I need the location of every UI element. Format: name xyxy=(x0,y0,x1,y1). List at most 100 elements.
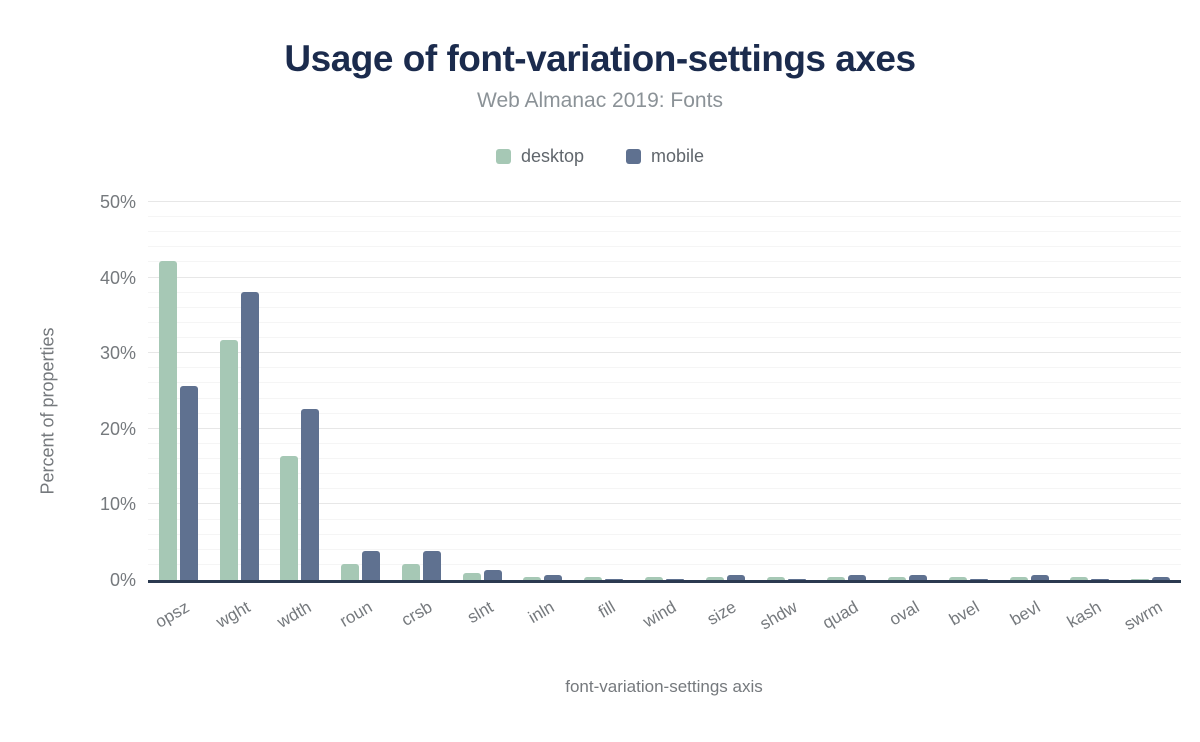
gridline-minor xyxy=(148,518,1181,520)
bar-group-fill xyxy=(573,202,634,580)
gridline-minor xyxy=(148,337,1181,339)
legend: desktop mobile xyxy=(0,146,1200,167)
bar-group-wdth xyxy=(270,202,331,580)
bar-desktop-kash[interactable] xyxy=(1070,577,1089,580)
legend-label-mobile: mobile xyxy=(651,146,705,166)
page-subtitle: Web Almanac 2019: Fonts xyxy=(477,89,723,112)
x-tick-label-kash: kash xyxy=(1063,597,1105,632)
gridline-minor xyxy=(148,306,1181,308)
bar-mobile-shdw[interactable] xyxy=(787,579,806,580)
gridline-major xyxy=(148,427,1181,429)
gridline-minor xyxy=(148,382,1181,384)
bar-mobile-crsb[interactable] xyxy=(422,550,441,580)
bar-group-oval xyxy=(877,202,938,580)
x-tick-label-crsb: crsb xyxy=(398,597,436,630)
x-tick-label-oval: oval xyxy=(885,597,923,630)
bar-desktop-bevl[interactable] xyxy=(1009,577,1028,580)
y-axis-title: Percent of properties xyxy=(37,327,58,495)
x-tick-label-quad: quad xyxy=(819,597,862,633)
gridline-minor xyxy=(148,246,1181,248)
gridline-minor xyxy=(148,488,1181,490)
bar-mobile-bevl[interactable] xyxy=(1030,575,1049,580)
x-tick-label-wght: wght xyxy=(213,597,254,632)
legend-item-desktop: desktop xyxy=(495,146,584,167)
gridline-major xyxy=(148,503,1181,505)
bar-group-bvel xyxy=(938,202,999,580)
bar-desktop-bvel[interactable] xyxy=(948,577,967,580)
page-title: Usage of font-variation-settings axes xyxy=(284,38,916,79)
bar-mobile-inln[interactable] xyxy=(544,575,563,580)
bar-group-swrm xyxy=(1120,202,1181,580)
bar-group-slnt xyxy=(452,202,513,580)
y-tick-label: 0% xyxy=(109,570,136,590)
bar-desktop-size[interactable] xyxy=(705,577,724,580)
bar-desktop-fill[interactable] xyxy=(584,577,603,580)
bar-mobile-kash[interactable] xyxy=(1091,579,1110,580)
bar-desktop-roun[interactable] xyxy=(341,564,360,580)
x-tick-label-size: size xyxy=(704,597,740,629)
bar-group-wght xyxy=(209,202,270,580)
bar-mobile-oval[interactable] xyxy=(909,575,928,580)
bar-desktop-oval[interactable] xyxy=(888,577,907,580)
gridline-minor xyxy=(148,231,1181,233)
bar-group-inln xyxy=(513,202,574,580)
gridline-minor xyxy=(148,442,1181,444)
bar-mobile-size[interactable] xyxy=(726,575,745,580)
bar-desktop-wght[interactable] xyxy=(219,339,238,580)
x-tick-label-bvel: bvel xyxy=(946,597,983,630)
legend-swatch-mobile-icon xyxy=(626,149,641,164)
bar-series xyxy=(148,202,1181,580)
gridline-major xyxy=(148,201,1181,202)
bar-mobile-opsz[interactable] xyxy=(179,386,198,580)
gridline-minor xyxy=(148,548,1181,550)
bar-desktop-slnt[interactable] xyxy=(462,573,481,580)
bar-desktop-shdw[interactable] xyxy=(766,577,785,580)
bar-group-kash xyxy=(1059,202,1120,580)
bar-mobile-slnt[interactable] xyxy=(483,570,502,580)
bar-mobile-roun[interactable] xyxy=(362,550,381,580)
y-tick-label: 50% xyxy=(99,192,136,212)
x-tick-label-inln: inln xyxy=(525,597,558,628)
bar-group-size xyxy=(695,202,756,580)
bar-desktop-inln[interactable] xyxy=(523,577,542,580)
bar-desktop-wdth[interactable] xyxy=(280,456,299,580)
bar-desktop-quad[interactable] xyxy=(827,577,846,580)
bar-group-wind xyxy=(634,202,695,580)
gridline-minor xyxy=(148,261,1181,263)
bar-desktop-swrm[interactable] xyxy=(1131,579,1150,580)
bar-mobile-quad[interactable] xyxy=(848,575,867,580)
gridline-minor xyxy=(148,291,1181,293)
bar-desktop-opsz[interactable] xyxy=(158,260,177,580)
gridline-minor xyxy=(148,397,1181,399)
gridline-minor xyxy=(148,367,1181,369)
gridline-minor xyxy=(148,473,1181,475)
x-tick-label-swrm: swrm xyxy=(1120,597,1166,635)
gridline-major xyxy=(148,352,1181,354)
gridline-minor xyxy=(148,216,1181,218)
gridline-minor xyxy=(148,458,1181,460)
bar-group-bevl xyxy=(999,202,1060,580)
bar-mobile-wght[interactable] xyxy=(240,291,259,580)
x-tick-label-shdw: shdw xyxy=(756,597,801,634)
y-tick-label: 20% xyxy=(99,418,136,439)
bar-group-roun xyxy=(330,202,391,580)
x-tick-label-wdth: wdth xyxy=(273,597,315,632)
bar-desktop-crsb[interactable] xyxy=(401,564,420,580)
legend-label-desktop: desktop xyxy=(520,146,584,166)
bar-group-crsb xyxy=(391,202,452,580)
bar-mobile-wind[interactable] xyxy=(666,579,684,580)
bar-mobile-swrm[interactable] xyxy=(1152,577,1171,580)
bar-group-shdw xyxy=(756,202,817,580)
x-tick-label-bevl: bevl xyxy=(1007,597,1044,630)
x-tick-label-opsz: opsz xyxy=(152,597,193,632)
x-tick-label-wind: wind xyxy=(639,597,679,632)
bar-group-opsz xyxy=(148,202,209,580)
bar-desktop-wind[interactable] xyxy=(645,577,663,580)
bar-mobile-wdth[interactable] xyxy=(301,409,320,580)
x-tick-label-roun: roun xyxy=(336,597,376,631)
bar-mobile-fill[interactable] xyxy=(605,579,624,580)
gridline-minor xyxy=(148,321,1181,323)
y-tick-label: 40% xyxy=(99,267,136,288)
bar-mobile-bvel[interactable] xyxy=(969,579,988,580)
